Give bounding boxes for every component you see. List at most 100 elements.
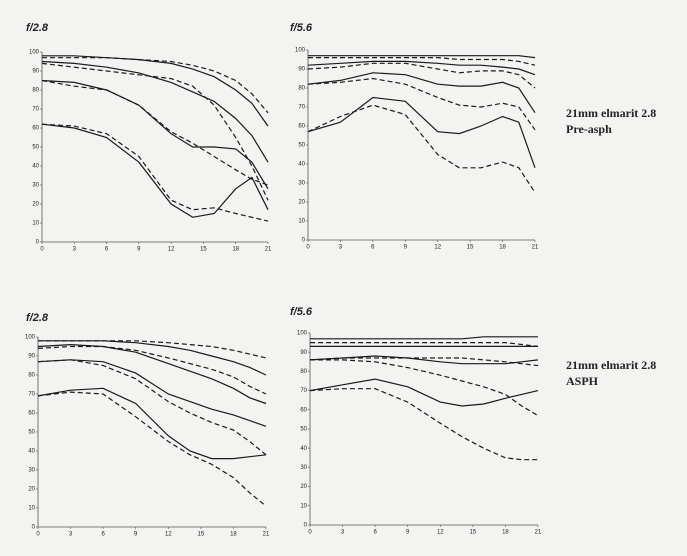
y-tick-label: 90 (32, 69, 39, 75)
y-tick-label: 40 (298, 162, 305, 168)
mtf-curve (41, 123, 269, 222)
mtf-curve (37, 359, 267, 427)
x-tick-label: 21 (265, 247, 272, 253)
y-tick-label: 10 (298, 219, 305, 225)
mtf-curve (310, 359, 539, 417)
mtf-curve (307, 96, 536, 169)
x-tick-label: 18 (499, 245, 506, 251)
annotation: Pre-asph (566, 122, 612, 136)
y-tick-label: 10 (300, 503, 307, 509)
y-tick-label: 60 (32, 126, 39, 132)
y-tick-label: 0 (304, 523, 308, 529)
x-tick-label: 21 (535, 530, 542, 536)
x-tick-label: 3 (341, 530, 345, 536)
y-tick-label: 20 (28, 487, 35, 493)
y-tick-label: 90 (28, 354, 35, 360)
y-tick-label: 60 (28, 411, 35, 417)
chart-panel: f/2.8 0 10 20 30 40 50 60 70 80 90 100 0 3 6 9 12 15 18 21 (25, 312, 270, 538)
mtf-curve (42, 57, 269, 114)
x-tick-label: 0 (306, 245, 310, 251)
x-tick-label: 15 (200, 247, 207, 253)
y-tick-label: 20 (300, 484, 307, 490)
x-tick-label: 15 (470, 530, 477, 536)
y-tick-label: 40 (300, 446, 307, 452)
mtf-curve (310, 342, 539, 347)
y-tick-label: 70 (298, 105, 305, 111)
mtf-curve (38, 340, 267, 359)
y-tick-label: 70 (28, 392, 35, 398)
y-tick-label: 10 (32, 221, 39, 227)
y-tick-label: 50 (298, 143, 305, 149)
y-tick-label: 50 (28, 430, 35, 436)
y-tick-label: 20 (298, 200, 305, 206)
x-tick-label: 9 (406, 530, 410, 536)
x-tick-label: 9 (404, 245, 408, 251)
y-tick-label: 20 (32, 202, 39, 208)
y-tick-label: 30 (28, 468, 35, 474)
x-tick-label: 12 (437, 530, 444, 536)
mtf-curve (307, 60, 536, 76)
x-tick-label: 15 (198, 532, 205, 538)
x-tick-label: 6 (101, 532, 105, 538)
annotation: 21mm elmarit 2.8 (566, 106, 656, 120)
y-tick-label: 70 (32, 107, 39, 113)
x-tick-label: 0 (308, 530, 312, 536)
mtf-curve (41, 62, 269, 201)
x-tick-label: 12 (168, 247, 175, 253)
mtf-curve (41, 123, 269, 218)
y-tick-label: 30 (298, 181, 305, 187)
y-tick-label: 100 (295, 48, 306, 54)
x-tick-label: 0 (40, 247, 44, 253)
x-tick-label: 21 (532, 245, 539, 251)
mtf-curve (42, 55, 269, 127)
chart-panel: f/2.8 0 10 20 30 40 50 60 70 80 90 100 0 3 6 9 12 15 18 21 (26, 22, 272, 253)
y-tick-label: 80 (32, 88, 39, 94)
y-tick-label: 90 (300, 350, 307, 356)
x-tick-label: 3 (69, 532, 73, 538)
y-tick-label: 80 (298, 86, 305, 92)
x-tick-label: 6 (373, 530, 377, 536)
mtf-curve (309, 357, 539, 367)
x-tick-label: 9 (137, 247, 141, 253)
x-tick-label: 12 (165, 532, 172, 538)
mtf-curve (308, 57, 536, 66)
x-tick-label: 21 (263, 532, 270, 538)
y-tick-label: 40 (32, 164, 39, 170)
y-tick-label: 90 (298, 67, 305, 73)
y-tick-label: 0 (302, 238, 306, 244)
y-tick-label: 0 (36, 240, 40, 246)
y-tick-label: 60 (300, 407, 307, 413)
x-tick-label: 9 (134, 532, 138, 538)
x-tick-label: 18 (502, 530, 509, 536)
x-tick-label: 15 (467, 245, 474, 251)
chart-panel: f/5.6 0 10 20 30 40 50 60 70 80 90 100 0 3 6 9 12 15 18 21 2… (290, 22, 656, 251)
mtf-curve (37, 343, 267, 405)
mtf-curve (37, 387, 267, 460)
mtf-curve (307, 104, 536, 193)
mtf-curve (309, 378, 539, 407)
mtf-curve (308, 55, 536, 59)
mtf-curve (37, 359, 267, 456)
mtf-curve (41, 79, 269, 186)
annotation: 21mm elmarit 2.8 (566, 358, 656, 372)
chart-title: f/2.8 (26, 22, 49, 34)
y-tick-label: 50 (300, 427, 307, 433)
x-tick-label: 18 (232, 247, 239, 253)
chart-title: f/2.8 (26, 312, 49, 324)
mtf-curve (307, 72, 536, 114)
x-tick-label: 6 (105, 247, 109, 253)
x-tick-label: 18 (230, 532, 237, 538)
y-tick-label: 30 (32, 183, 39, 189)
mtf-curve (310, 336, 538, 340)
chart-title: f/5.6 (290, 306, 313, 318)
mtf-curve (309, 388, 538, 461)
x-tick-label: 3 (339, 245, 343, 251)
annotation: ASPH (566, 374, 599, 388)
y-tick-label: 50 (32, 145, 39, 151)
y-tick-label: 30 (300, 465, 307, 471)
chart-panel: f/5.6 0 10 20 30 40 50 60 70 80 90 100 0 3 6 9 12 15 18 21 2… (290, 306, 656, 536)
y-tick-label: 100 (29, 50, 40, 56)
mtf-curve (37, 391, 267, 507)
y-tick-label: 40 (28, 449, 35, 455)
